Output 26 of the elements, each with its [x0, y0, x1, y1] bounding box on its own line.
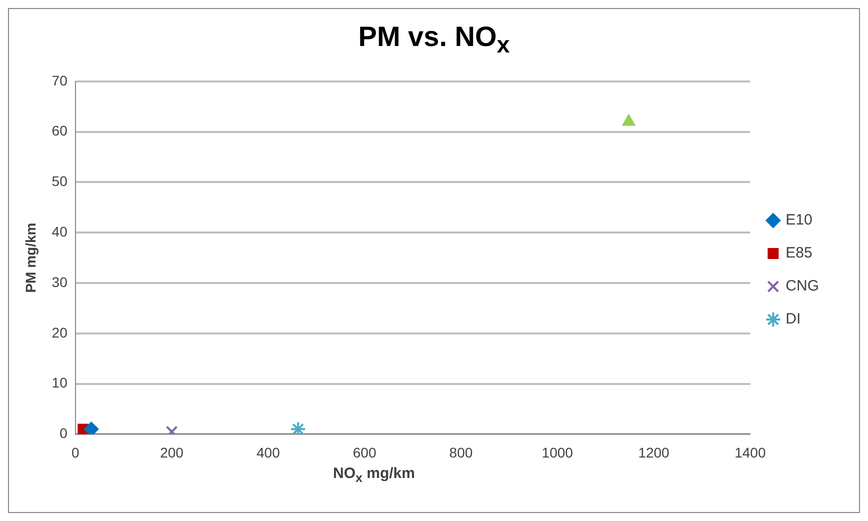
- point: [84, 422, 99, 434]
- point: [622, 114, 636, 126]
- legend-label: CNG: [786, 278, 820, 295]
- y-tick-label: 40: [52, 223, 68, 240]
- y-tick-label: 10: [52, 374, 68, 391]
- x-tick-label: 1400: [734, 444, 766, 460]
- legend-label: E10: [786, 212, 812, 229]
- point: [290, 421, 306, 434]
- y-tick-label: 30: [52, 274, 68, 290]
- x-tick-label: 0: [71, 444, 80, 460]
- x-tick-label: 200: [160, 444, 184, 460]
- y-tick-label: 20: [52, 324, 68, 340]
- y-tick-label: 50: [52, 173, 68, 190]
- x-axis-title: NO$_{x}$ mg/km: [332, 465, 416, 485]
- y-tick-label: 0: [60, 425, 68, 442]
- x-tick-label: 400: [256, 444, 280, 460]
- x-tick-label: 600: [352, 444, 376, 460]
- x-tick-label: 1200: [638, 444, 670, 460]
- x-tick-label: 800: [449, 444, 473, 460]
- y-axis-title: PM mg/km: [22, 222, 38, 293]
- y-tick-label: 60: [52, 122, 68, 139]
- y-tick-label: 70: [52, 72, 68, 88]
- legend-label: DI: [786, 310, 801, 328]
- chart-title: PM vs. NO$_{x}$: [357, 21, 511, 60]
- x-tick-label: 1000: [542, 444, 574, 460]
- legend-label: E85: [786, 244, 812, 262]
